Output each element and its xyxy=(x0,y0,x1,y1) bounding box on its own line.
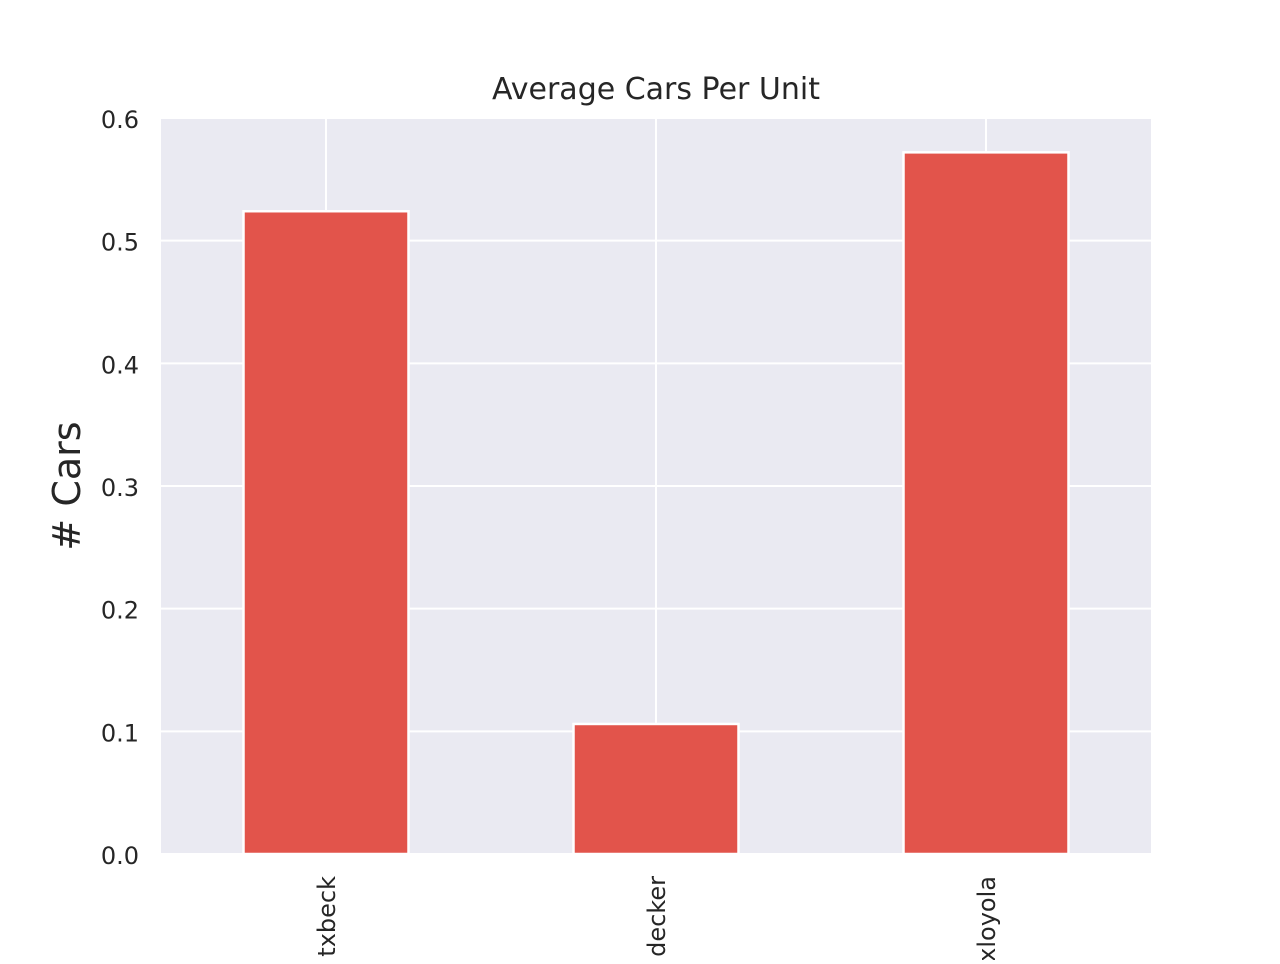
chart-title: Average Cars Per Unit xyxy=(492,72,820,107)
y-tick-label: 0.3 xyxy=(101,474,139,502)
y-tick-label: 0.6 xyxy=(101,106,139,134)
y-tick-label: 0.2 xyxy=(101,597,139,625)
y-tick-label: 0.5 xyxy=(101,229,139,257)
x-tick-label: xloyola xyxy=(973,876,1001,960)
bars xyxy=(242,151,1070,856)
bar-xloyola xyxy=(902,151,1070,856)
x-tick-label: decker xyxy=(643,876,671,957)
x-axis-ticks: txbeck decker xloyola xyxy=(313,876,1001,962)
bar-decker xyxy=(572,722,740,856)
x-tick-label: txbeck xyxy=(313,876,341,957)
y-tick-label: 0.4 xyxy=(101,351,139,379)
bar-txbeck xyxy=(242,209,410,856)
y-tick-label: 0.1 xyxy=(101,719,139,747)
y-tick-label: 0.0 xyxy=(101,842,139,870)
y-axis-ticks: 0.0 0.1 0.2 0.3 0.4 0.5 0.6 xyxy=(101,106,139,870)
y-axis-label: # Cars xyxy=(45,421,89,550)
